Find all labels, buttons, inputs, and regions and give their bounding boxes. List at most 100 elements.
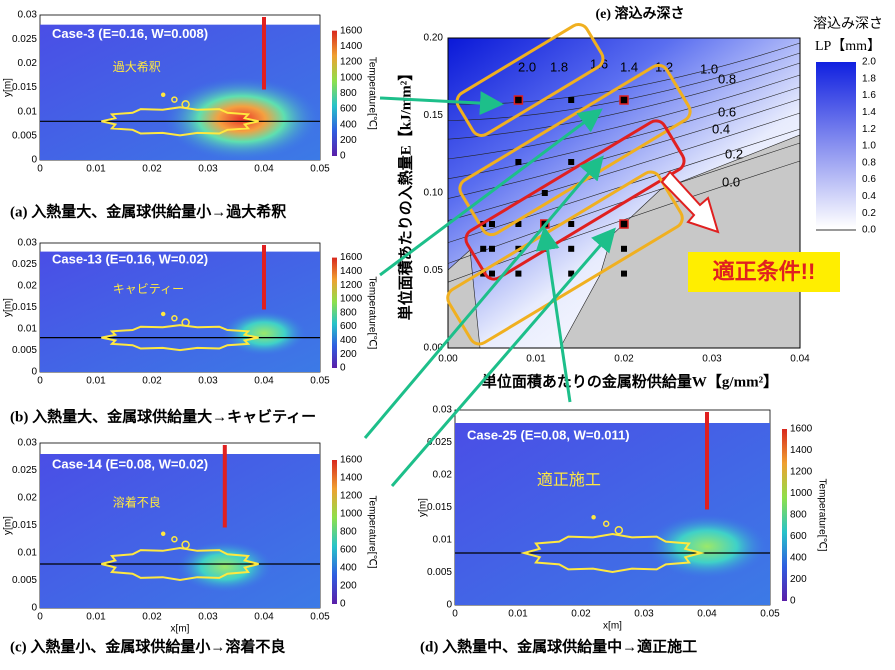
case-point: [515, 221, 522, 227]
x-tick-label: 0.04: [790, 354, 810, 365]
x-tick-label: 0.05: [760, 609, 780, 620]
legend-tick: 1.6: [862, 90, 876, 101]
contour-label: 0.0: [722, 174, 740, 189]
y-axis-label: y[m]: [3, 516, 14, 535]
y-tick-label: 0.005: [12, 130, 37, 141]
case-label: Case-13 (E=0.16, W=0.02): [52, 252, 208, 267]
colorbar-tick: 0: [340, 151, 346, 162]
x-tick-label: 0: [37, 612, 43, 623]
case-note: キャビティー: [113, 282, 184, 296]
x-tick-label: 0.02: [142, 612, 162, 623]
nozzle: [222, 445, 227, 528]
legend-tick: 0.8: [862, 157, 876, 168]
case-label: Case-25 (E=0.08, W=0.011): [467, 427, 630, 442]
case-point: [568, 221, 575, 227]
heat-spot: [176, 541, 273, 593]
link-arrow: [535, 226, 572, 403]
y-tick-label: 0.025: [427, 437, 452, 448]
y-tick-label: 0.02: [18, 58, 38, 69]
x-tick-label: 0.03: [198, 164, 218, 175]
y-tick-label: 0.01: [18, 548, 38, 559]
case-point: [568, 159, 575, 165]
legend-tick: 2.0: [862, 57, 876, 68]
colorbar-tick: 1400: [340, 41, 363, 52]
x-tick-label: 0.01: [526, 354, 546, 365]
y-tick-label: 0: [31, 603, 37, 614]
x-tick-label: 0.01: [86, 612, 106, 623]
colorbar-tick: 800: [340, 307, 357, 318]
heat-spot: [222, 310, 306, 356]
selected-point: [619, 219, 629, 229]
colorbar: [332, 460, 337, 604]
sim-field: [455, 423, 770, 605]
colorbar-label: Temperature[℃]: [366, 57, 377, 130]
powder-dot: [181, 540, 190, 549]
powder-dot: [614, 526, 624, 535]
colorbar-tick: 800: [340, 88, 357, 99]
contour-label: 1.0: [700, 61, 718, 76]
colorbar-tick: 1400: [340, 266, 363, 277]
contour-label: 1.4: [620, 59, 638, 74]
colorbar-tick: 1600: [340, 252, 363, 263]
contour-label: 1.8: [550, 59, 568, 74]
legend-tick: 1.2: [862, 124, 876, 135]
colorbar-tick: 1200: [340, 491, 363, 502]
colorbar-tick: 400: [340, 335, 357, 346]
colorbar-tick: 600: [340, 321, 357, 332]
contour-line: [447, 86, 801, 180]
colorbar-tick: 400: [340, 563, 357, 574]
powder-dot: [171, 96, 178, 103]
case-point: [489, 245, 495, 252]
y-tick-label: 0.005: [12, 345, 37, 356]
y-tick-label: 0: [31, 367, 37, 378]
y-tick-label: 0: [31, 155, 37, 166]
melt-cloud: [101, 106, 259, 137]
case-label: Case-3 (E=0.16, W=0.008): [52, 26, 208, 41]
colorbar-tick: 600: [790, 531, 807, 542]
powder-dot: [160, 531, 166, 536]
x-tick-label: 0: [452, 609, 458, 620]
case-point: [489, 221, 495, 227]
contour-line: [447, 74, 801, 160]
y-tick-label: 0.20: [424, 33, 444, 44]
contour-label: 0.2: [725, 146, 743, 161]
contour-line: [447, 98, 801, 199]
colorbar-tick: 200: [340, 581, 357, 592]
legend-tick: 0.6: [862, 174, 876, 185]
colorbar-label: Temperature[℃]: [366, 276, 377, 349]
powder-dot: [171, 536, 178, 543]
caption: (c) 入熱量小、金属球供給量小→溶着不良: [10, 637, 285, 655]
colorbar-label: Temperature[℃]: [366, 496, 377, 569]
y-tick-label: 0.025: [12, 259, 37, 270]
y-tick-label: 0.015: [12, 82, 37, 93]
caption: (d) 入熱量中、金属球供給量中→適正施工: [420, 637, 697, 655]
legend-title: 溶込み深さ: [813, 16, 883, 32]
powder-dot: [160, 92, 166, 97]
link-arrow: [379, 108, 603, 277]
x-tick-label: 0: [37, 376, 43, 387]
colorbar: [332, 257, 337, 368]
melt-cloud: [101, 546, 259, 582]
case-point: [480, 245, 487, 252]
contour-label: 0.6: [718, 104, 736, 119]
x-tick-label: 0.04: [254, 376, 274, 387]
y-tick-label: 0.025: [12, 465, 37, 476]
y-tick-label: 0.05: [424, 265, 444, 276]
y-tick-label: 0.01: [433, 535, 453, 546]
powder-dot: [591, 515, 596, 520]
case-note: 過大希釈: [113, 59, 161, 74]
x-tick-label: 0.05: [310, 376, 330, 387]
y-tick-label: 0.03: [433, 405, 453, 416]
selected-point: [619, 95, 629, 105]
x-tick-label: 0.01: [508, 609, 528, 620]
x-tick-label: 0.03: [702, 354, 722, 365]
colorbar-tick: 200: [790, 574, 807, 585]
x-tick-label: 0.01: [86, 376, 106, 387]
x-tick-label: 0.03: [634, 609, 654, 620]
y-tick-label: 0.015: [12, 302, 37, 313]
colorbar-tick: 1400: [340, 473, 363, 484]
x-tick-label: 0.00: [438, 354, 458, 365]
caption: (a) 入熱量大、金属球供給量小→過大希釈: [10, 202, 287, 220]
y-tick-label: 0: [446, 600, 452, 611]
case-point: [515, 159, 522, 165]
